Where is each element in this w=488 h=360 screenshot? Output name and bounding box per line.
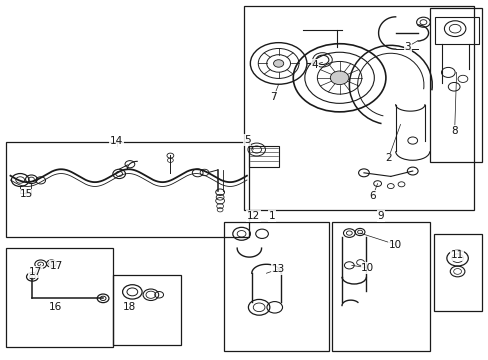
Text: 6: 6 <box>368 191 375 201</box>
Text: 10: 10 <box>388 239 402 249</box>
Text: 15: 15 <box>20 189 33 199</box>
Text: 4: 4 <box>311 59 317 69</box>
Text: 12: 12 <box>246 211 259 221</box>
Text: 11: 11 <box>449 250 463 260</box>
Text: 10: 10 <box>388 239 402 249</box>
Text: 17: 17 <box>29 267 42 277</box>
Text: 2: 2 <box>384 153 391 163</box>
Circle shape <box>273 60 283 67</box>
Text: 5: 5 <box>244 135 250 145</box>
Text: 7: 7 <box>270 92 277 102</box>
Bar <box>434 17 478 44</box>
Text: 2: 2 <box>384 153 391 163</box>
Text: 16: 16 <box>49 302 62 312</box>
Text: 9: 9 <box>376 211 383 221</box>
Text: 4: 4 <box>311 59 317 69</box>
Text: 14: 14 <box>110 136 123 146</box>
Text: 8: 8 <box>450 126 457 136</box>
Text: 7: 7 <box>270 92 277 102</box>
Circle shape <box>330 71 348 85</box>
Bar <box>331 222 429 351</box>
Text: 17: 17 <box>50 261 63 271</box>
Text: 11: 11 <box>449 250 463 260</box>
Text: 15: 15 <box>20 189 33 199</box>
Text: 9: 9 <box>376 211 383 221</box>
Text: 17: 17 <box>29 267 42 277</box>
Text: 6: 6 <box>368 191 375 201</box>
Bar <box>429 8 482 162</box>
Text: 13: 13 <box>271 264 285 274</box>
Bar <box>433 234 482 311</box>
Text: 3: 3 <box>404 42 410 51</box>
Text: 1: 1 <box>268 211 275 221</box>
Text: 10: 10 <box>361 263 374 273</box>
Text: 5: 5 <box>244 135 250 145</box>
Bar <box>224 222 328 351</box>
Bar <box>5 248 113 347</box>
Bar <box>244 6 473 211</box>
Text: 3: 3 <box>404 42 410 51</box>
Bar <box>113 275 181 345</box>
Text: 1: 1 <box>268 211 275 221</box>
Text: 12: 12 <box>246 211 259 221</box>
Text: 17: 17 <box>50 261 63 271</box>
Text: 8: 8 <box>450 126 457 136</box>
Text: 18: 18 <box>123 302 136 312</box>
Text: 16: 16 <box>49 302 62 312</box>
Text: 18: 18 <box>123 302 136 312</box>
Text: 10: 10 <box>361 263 374 273</box>
Text: 13: 13 <box>271 264 285 274</box>
Text: 14: 14 <box>110 136 123 146</box>
Bar <box>5 142 249 237</box>
Bar <box>249 146 278 167</box>
Text: 7: 7 <box>270 92 277 102</box>
